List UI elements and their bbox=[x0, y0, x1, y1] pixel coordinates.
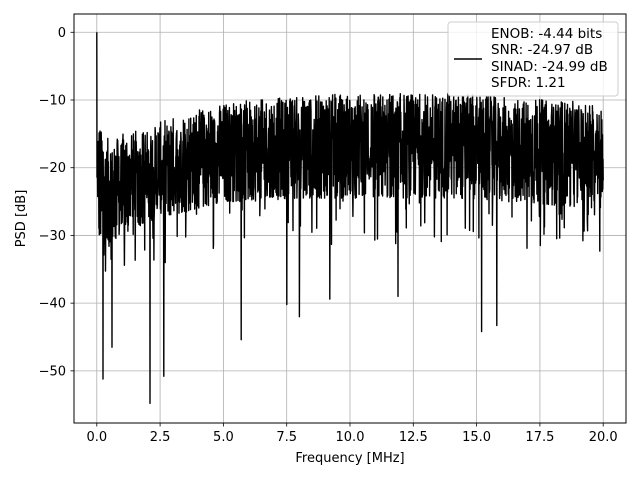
x-tick-label: 5.0 bbox=[213, 430, 234, 445]
y-axis-label: PSD [dB] bbox=[14, 190, 29, 248]
legend-entry-snr: SNR: -24.97 dB bbox=[491, 42, 593, 58]
x-tick-label: 17.5 bbox=[525, 430, 554, 445]
x-tick-label: 0.0 bbox=[86, 430, 107, 445]
x-tick-label: 12.5 bbox=[399, 430, 428, 445]
y-tick-label: −50 bbox=[39, 364, 66, 379]
x-axis-ticks: 0.0 2.5 5.0 7.5 10.0 12.5 15.0 17.5 20.0 bbox=[86, 423, 618, 445]
legend-entry-enob: ENOB: -4.44 bits bbox=[491, 26, 602, 42]
y-tick-label: 0 bbox=[58, 26, 66, 41]
legend-box bbox=[447, 21, 619, 97]
series-layer bbox=[96, 32, 604, 405]
y-tick-label: −30 bbox=[39, 229, 66, 244]
y-tick-label: −10 bbox=[39, 93, 66, 108]
x-tick-label: 20.0 bbox=[589, 430, 618, 445]
legend-entry-sinad: SINAD: -24.99 dB bbox=[491, 59, 608, 75]
x-axis-label: Frequency [MHz] bbox=[295, 451, 404, 466]
x-tick-label: 7.5 bbox=[276, 430, 297, 445]
legend-entry-sfdr: SFDR: 1.21 bbox=[491, 75, 566, 91]
psd-series-line bbox=[96, 32, 604, 405]
y-tick-label: −20 bbox=[39, 161, 66, 176]
y-tick-label: −40 bbox=[39, 297, 66, 312]
x-tick-label: 10.0 bbox=[336, 430, 365, 445]
legend: ENOB: -4.44 bits SNR: -24.97 dB SINAD: -… bbox=[447, 21, 619, 97]
y-axis-ticks: 0 −10 −20 −30 −40 −50 bbox=[39, 26, 74, 379]
x-tick-label: 2.5 bbox=[150, 430, 171, 445]
x-tick-label: 15.0 bbox=[462, 430, 491, 445]
